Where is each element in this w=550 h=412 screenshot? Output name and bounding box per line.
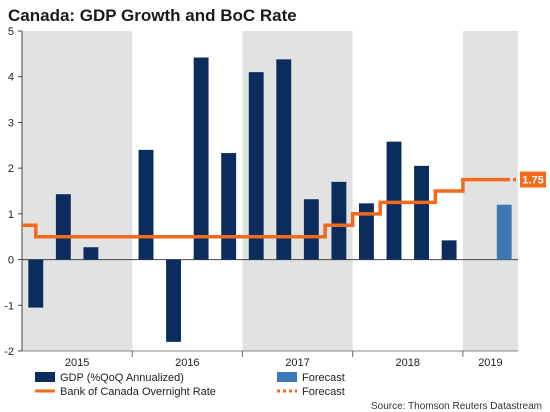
x-label-2019: 2019 — [478, 357, 502, 369]
y-tick-label-1: 1 — [8, 209, 14, 221]
legend-gdp-forecast-label: Forecast — [302, 372, 345, 384]
gdp-bar-2018Q2 — [386, 141, 402, 260]
legend-rate-forecast-label: Forecast — [302, 386, 345, 398]
boc-rate-step-line — [22, 177, 507, 239]
y-tick-label-0: 0 — [8, 255, 14, 267]
gdp-bar-2015Q2 — [55, 194, 71, 260]
axes — [18, 30, 518, 357]
gdp-bar-2016Q3 — [193, 57, 209, 260]
rate-callout-box — [520, 171, 546, 188]
gdp-bars — [28, 57, 512, 342]
rate-callout-label: 1.75 — [522, 175, 543, 187]
y-tick-label-3: 3 — [8, 117, 14, 129]
boc-rate-line — [22, 177, 518, 239]
gdp-bar-2018Q4 — [441, 240, 457, 260]
gdp-bar-2017Q2 — [276, 59, 292, 260]
y-tick-label--1: -1 — [4, 300, 14, 312]
year-band-2019 — [462, 31, 518, 351]
rate-callout: 1.75 — [520, 171, 546, 188]
legend-gdp-swatch — [35, 372, 55, 382]
legend-gdp-label: GDP (%QoQ Annualized) — [60, 372, 184, 384]
y-tick-label-4: 4 — [8, 72, 14, 84]
gdp-bar-2018Q1 — [359, 203, 374, 260]
chart-title: Canada: GDP Growth and BoC Rate — [8, 6, 297, 25]
gdp-bar-2018Q3 — [414, 165, 429, 260]
x-axis-year-labels: 2015 2016 2017 2018 2019 — [65, 357, 503, 369]
gdp-bar-2015Q3 — [83, 247, 99, 260]
gdp-bar-2017Q4 — [331, 181, 347, 260]
legend-gdp-forecast-swatch — [277, 372, 297, 382]
gdp-bar-2015Q1 — [28, 259, 44, 308]
y-tick-label--2: -2 — [4, 346, 14, 358]
gdp-bar-2017Q1 — [248, 72, 264, 260]
x-label-2018: 2018 — [396, 357, 420, 369]
gdp-bar-2016Q1 — [138, 149, 154, 260]
x-label-2016: 2016 — [175, 357, 199, 369]
y-tick-label-2: 2 — [8, 163, 14, 175]
gdp-bar-2016Q4 — [221, 153, 237, 260]
x-label-2015: 2015 — [65, 357, 89, 369]
legend-rate-label: Bank of Canada Overnight Rate — [60, 386, 216, 398]
source-note: Source: Thomson Reuters Datastream — [371, 401, 542, 412]
legend: GDP (%QoQ Annualized) Forecast Bank of C… — [35, 372, 345, 398]
y-axis-tick-labels: -2 -1 0 1 2 3 4 5 — [4, 26, 14, 358]
y-tick-label-5: 5 — [8, 26, 14, 38]
forecast-bar-2019Q2 — [496, 204, 512, 260]
x-label-2017: 2017 — [285, 357, 309, 369]
gdp-bar-2016Q2 — [166, 259, 181, 342]
gdp-bar-2017Q3 — [303, 199, 319, 260]
